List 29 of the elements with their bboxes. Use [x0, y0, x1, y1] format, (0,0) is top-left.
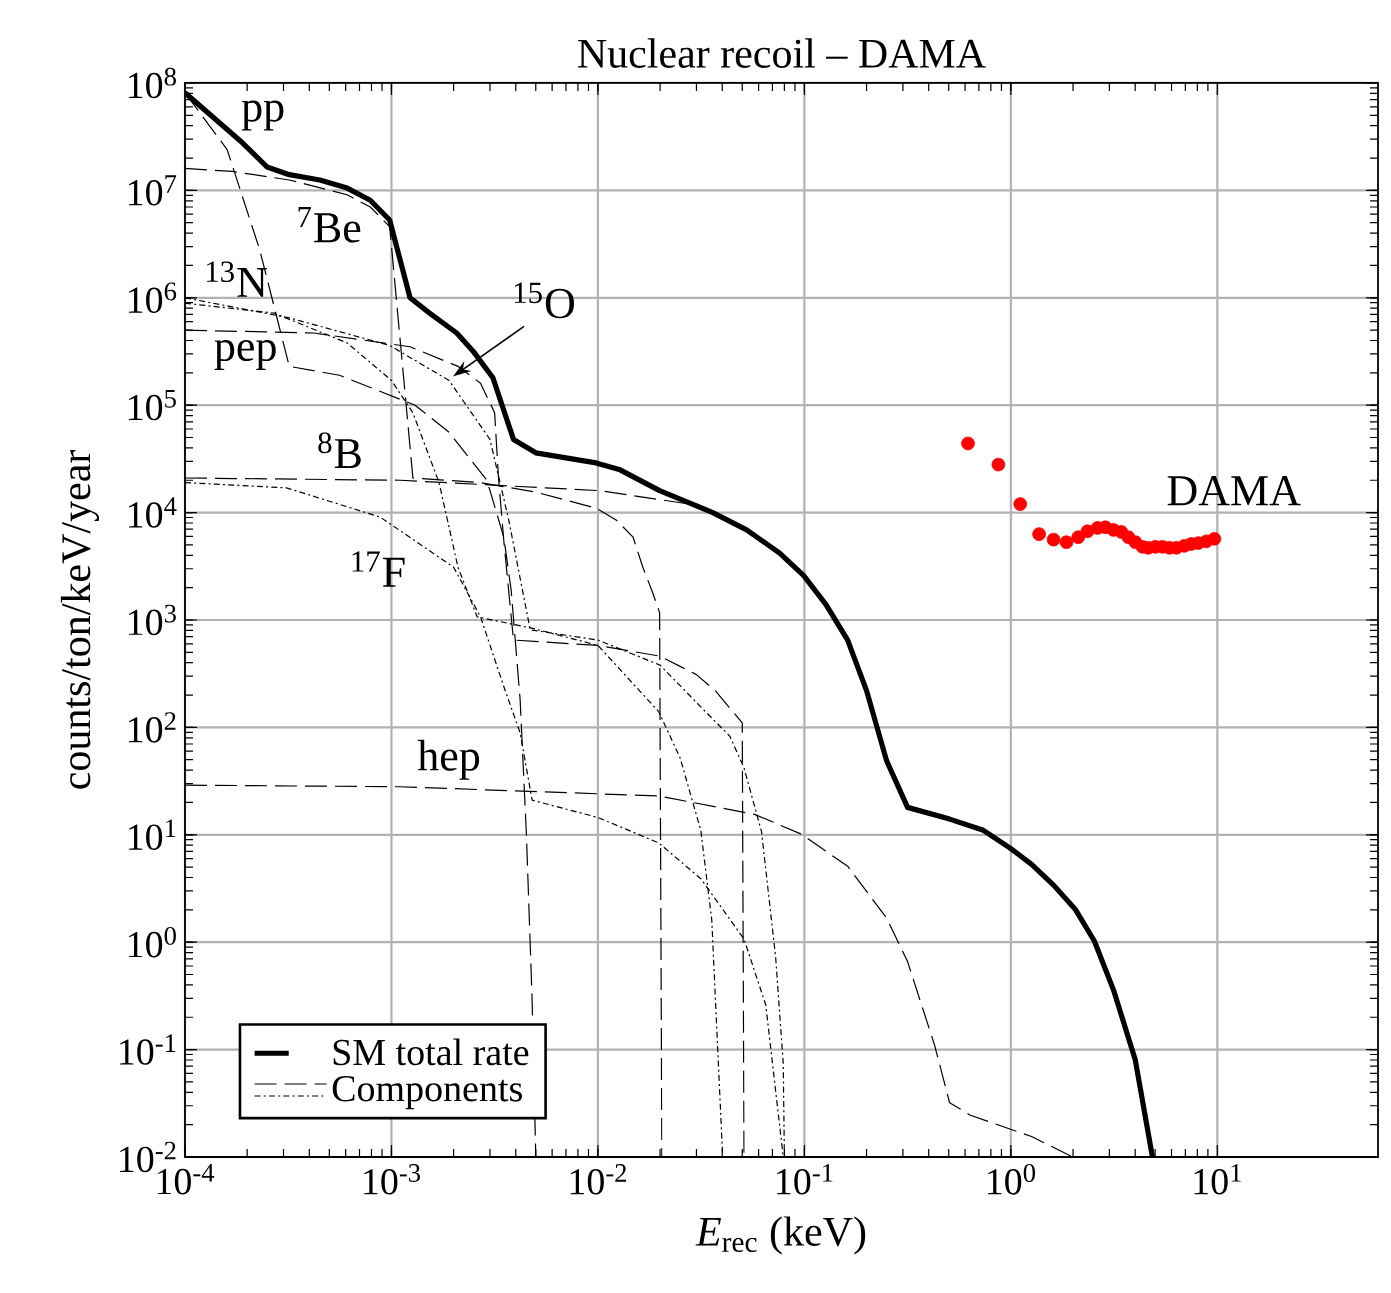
y-tick-label: 10$^{6}$: [128, 282, 177, 314]
annotation: Components: [332, 1075, 522, 1110]
y-tick-label: 10$^{3}$: [128, 604, 176, 636]
y-tick-label: 10$^{0}$: [128, 926, 176, 958]
x-tick-label: 10$^{0}$: [988, 1164, 1036, 1195]
annotation: $^{13}$N: [206, 261, 267, 297]
y-tick-label: 10$^{7}$: [128, 175, 177, 206]
series-label: DAMA: [1167, 476, 1301, 506]
x-tick-label: 10$^{1}$: [1194, 1164, 1241, 1195]
annotation: pp: [241, 100, 284, 131]
y-tick-label: 10$^{2}$: [128, 712, 176, 743]
y-tick-label: 10$^{8}$: [128, 67, 176, 99]
chart-title: Nuclear recoil – DAMA: [578, 38, 986, 68]
annotation: hep: [417, 739, 480, 780]
annotation: pep: [214, 339, 276, 371]
annotation: $^{17}$F: [352, 551, 405, 587]
annotation: $^{15}$O: [514, 282, 575, 319]
y-tick-label: 10$^{5}$: [128, 390, 176, 421]
y-axis-title: counts/ton/keV/year: [60, 450, 100, 789]
x-tick-label: 10$^{-1}$: [777, 1164, 833, 1195]
annotation: $^{7}$Be: [298, 206, 361, 243]
legend-label: SM total rate: [333, 1038, 529, 1066]
y-tick-label: 10$^{1}$: [128, 819, 176, 851]
annotation: $^{8}$B: [318, 432, 361, 469]
y-tick-label: 10$^{4}$: [128, 497, 177, 528]
y-tick-label: 10$^{-1}$: [120, 1034, 176, 1065]
x-axis-title: E$_{rec}$ (keV): [695, 1216, 866, 1255]
x-tick-label: 10$^{-3}$: [364, 1164, 421, 1195]
x-tick-label: 10$^{-2}$: [570, 1164, 627, 1195]
